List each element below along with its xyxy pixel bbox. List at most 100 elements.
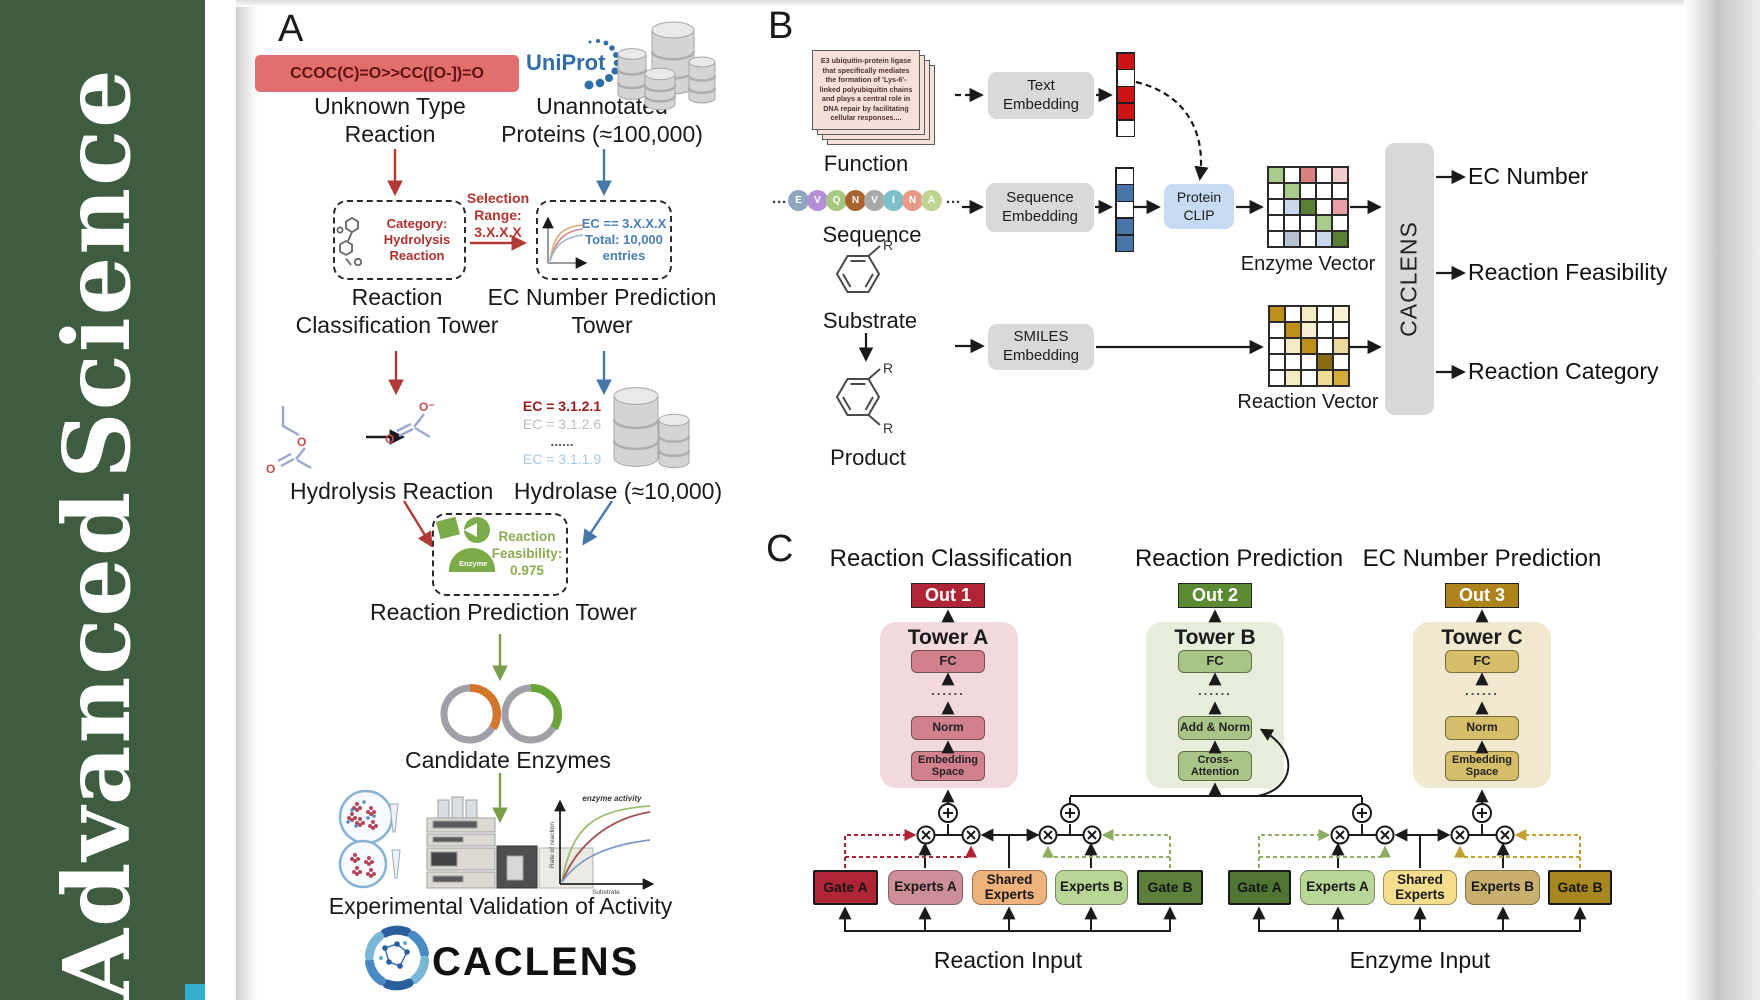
tower-c-fc: FC: [1445, 650, 1519, 673]
vector-cell: [1317, 322, 1332, 337]
database-icon-top: [613, 387, 659, 405]
cell-cluster-dot: [353, 859, 357, 863]
ec-list-item: EC = 3.1.1.9: [522, 450, 602, 467]
uniprot-logo: UniProt: [526, 50, 606, 75]
vector-cell: [1116, 185, 1133, 201]
substrate-label: Substrate: [822, 308, 918, 333]
vector-cell: [1301, 322, 1316, 337]
database-icon-band: [650, 70, 696, 80]
gatea2-route-2: [1259, 845, 1391, 858]
vector-cell: [1284, 167, 1299, 182]
cell-cluster-dot: [350, 812, 354, 816]
unknown-type-label: Unknown Type Reaction: [314, 93, 466, 148]
vector-cell: [1317, 306, 1332, 321]
vector-cell: [1332, 199, 1347, 214]
residue-circle: I: [883, 190, 904, 211]
vector-cell: [1332, 183, 1347, 198]
vector-cell: [1284, 215, 1299, 230]
activity-ylabel: Rate of reaction: [549, 822, 556, 868]
output-ec-number: EC Number: [1468, 163, 1589, 189]
gatea2-route-1: [1258, 829, 1331, 868]
caclens-module-box: [1385, 143, 1434, 415]
vector-cell: [1116, 202, 1133, 218]
cell-cluster-dot: [366, 872, 370, 876]
multiply-operator-x: [1043, 830, 1053, 840]
cell-cluster-dot: [356, 857, 360, 861]
multiply-operator-icon: [961, 825, 981, 845]
group-0-experts-a: Experts A: [888, 870, 963, 905]
vector-cell: [1284, 199, 1299, 214]
cell-cluster-dot: [369, 812, 373, 816]
reaction-vector-grid: [1268, 305, 1350, 387]
vector-cell: [1269, 370, 1284, 385]
arrow-hydrolysis-to-tower: [402, 500, 433, 548]
arrow-hydrolase-to-tower: [582, 500, 613, 546]
database-icon-band: [612, 440, 660, 451]
gateb-route-1: [1101, 829, 1171, 868]
vector-cell: [1300, 183, 1315, 198]
multiply-operator-x: [966, 830, 976, 840]
vector-cell: [1332, 231, 1347, 246]
cell-cluster-dot: [364, 860, 368, 864]
cell-cluster-dot: [369, 868, 373, 872]
vector-cell: [1316, 215, 1331, 230]
sequence-embedding-vector: [1115, 167, 1134, 253]
cell-cluster-dot: [347, 816, 351, 820]
multiply-operator-x: [1500, 830, 1510, 840]
vector-cell: [1332, 167, 1347, 182]
classification-tower-label: Reaction Classification Tower: [295, 284, 499, 339]
database-icon-top: [644, 67, 676, 81]
sum-operator-cross: [1477, 808, 1487, 818]
cell-cluster-dot: [355, 808, 359, 812]
vector-cell: [1300, 167, 1315, 182]
tower-c-norm: Norm: [1445, 716, 1519, 740]
selection-range-label: Selection Range: 3.X.X.X: [466, 190, 530, 240]
enzyme-vector-grid: [1267, 166, 1349, 248]
logo-ring-segment: [408, 930, 430, 959]
header-reaction-classification: Reaction Classification: [829, 545, 1073, 572]
gateb2-route-2: [1454, 845, 1580, 858]
reaction-input-label: Reaction Input: [933, 947, 1083, 973]
database-icon: [613, 396, 659, 467]
function-card-text: E3 ubiquitin-protein ligase that specifi…: [819, 56, 913, 122]
ec-list-item: EC = 3.1.2.1: [522, 398, 602, 414]
vector-cell: [1333, 306, 1348, 321]
out-box-1: Out 2: [1178, 583, 1252, 608]
group-1-experts-a: Experts A: [1300, 870, 1375, 905]
vector-cell: [1317, 354, 1332, 369]
residue-circle: Q: [826, 190, 847, 211]
cell-cluster-dot: [361, 821, 365, 825]
panel-c-label: C: [766, 528, 794, 570]
vector-cell: [1269, 354, 1284, 369]
residue-circle: A: [921, 190, 942, 211]
tower-a-dots: ......: [931, 683, 965, 698]
enzyme-input-label: Enzyme Input: [1349, 947, 1491, 973]
cell-dot: [350, 808, 354, 812]
product-label: Product: [830, 445, 906, 470]
output-reaction-feasibility: Reaction Feasibility: [1468, 259, 1668, 285]
group-0-shared-experts: Shared Experts: [972, 870, 1047, 905]
multiply-operator-x: [1335, 830, 1345, 840]
tower-a-norm: Norm: [911, 716, 985, 740]
residue-circle: E: [788, 190, 809, 211]
group-0-gate-b: Gate B: [1137, 870, 1203, 905]
tower-c-name: Tower C: [1441, 626, 1523, 649]
database-icon-top: [617, 48, 647, 60]
database-icon-band: [657, 435, 691, 443]
ec-number-list: EC = 3.1.2.1 EC = 3.1.2.6...... EC = 3.1.1…: [518, 398, 606, 468]
protein-clip-box: Protein CLIP: [1164, 184, 1234, 229]
ester-molecule: [277, 406, 312, 470]
cell-cluster-dot: [368, 824, 372, 828]
acetate-carbonyl-o-atom: O: [385, 432, 394, 446]
page-shadow-top: [236, 0, 1684, 7]
cell-cluster-dot: [367, 856, 371, 860]
function-card: E3 ubiquitin-protein ligase that specifi…: [812, 50, 920, 130]
vector-cell: [1301, 338, 1316, 353]
gateb-route-2: [1042, 845, 1170, 858]
smiles-embedding-box: SMILES Embedding: [988, 324, 1094, 370]
vector-cell: [1268, 231, 1283, 246]
sequence-ellipsis-right: ···: [946, 194, 961, 211]
sum-operator-cross: [1065, 808, 1075, 818]
tower-b-name: Tower B: [1174, 626, 1256, 649]
vector-cell: [1116, 168, 1133, 184]
